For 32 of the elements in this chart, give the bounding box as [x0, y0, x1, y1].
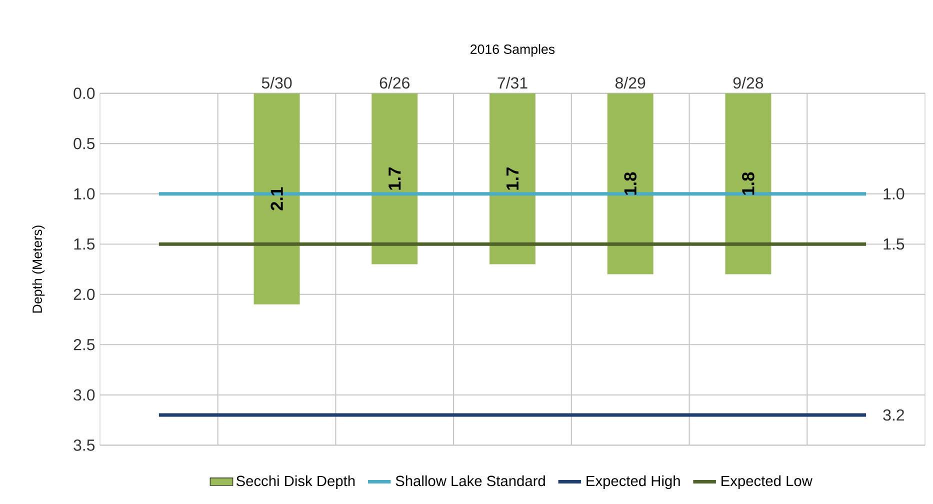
bar: [490, 93, 536, 264]
y-tick-label: 3.0: [74, 389, 95, 401]
legend-label: Expected High: [586, 476, 680, 490]
legend-label: Secchi Disk Depth: [236, 476, 355, 490]
y-tick-label: 2.5: [74, 339, 95, 350]
bar: [725, 93, 772, 274]
data-label: 1.7: [506, 168, 518, 190]
x-tick-label: 5/30: [262, 76, 292, 89]
legend-label: Shallow Lake Standard: [396, 476, 545, 486]
x-tick-label: 9/28: [733, 76, 764, 89]
x-axis-title: 2016 Samples: [470, 44, 555, 57]
data-label: 1.8: [742, 172, 754, 195]
data-label: 3.2: [883, 409, 904, 421]
y-axis-title: Depth (Meters): [32, 226, 45, 313]
legend-label: Expected Low: [722, 476, 812, 490]
data-label: 1.8: [624, 172, 636, 195]
x-tick-label: 7/31: [498, 76, 528, 89]
data-label: 1.0: [884, 188, 904, 200]
y-tick-label: 3.5: [74, 440, 95, 451]
data-label: 1.7: [388, 168, 401, 190]
x-tick-label: 8/29: [615, 76, 646, 89]
y-tick-label: 2.0: [74, 288, 95, 300]
data-label: 1.5: [884, 238, 904, 250]
x-tick-label: 6/26: [380, 76, 410, 89]
y-tick-label: 1.5: [74, 238, 95, 250]
bar: [254, 93, 300, 305]
data-label: 2.1: [270, 187, 283, 210]
y-tick-label: 1.0: [74, 188, 95, 200]
y-tick-label: 0.0: [74, 88, 95, 100]
y-tick-label: 0.5: [74, 138, 95, 150]
bar: [372, 93, 418, 264]
bar: [607, 93, 654, 274]
